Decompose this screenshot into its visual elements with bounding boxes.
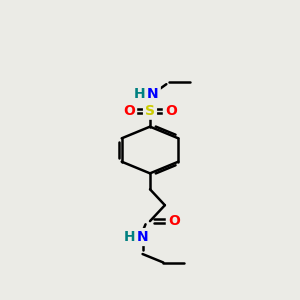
Text: O: O bbox=[168, 214, 180, 228]
Text: H: H bbox=[123, 230, 135, 244]
Text: O: O bbox=[123, 104, 135, 118]
Text: H: H bbox=[134, 87, 146, 101]
Text: N: N bbox=[137, 230, 148, 244]
Text: S: S bbox=[145, 104, 155, 118]
Text: N: N bbox=[147, 87, 159, 101]
Text: O: O bbox=[165, 104, 177, 118]
